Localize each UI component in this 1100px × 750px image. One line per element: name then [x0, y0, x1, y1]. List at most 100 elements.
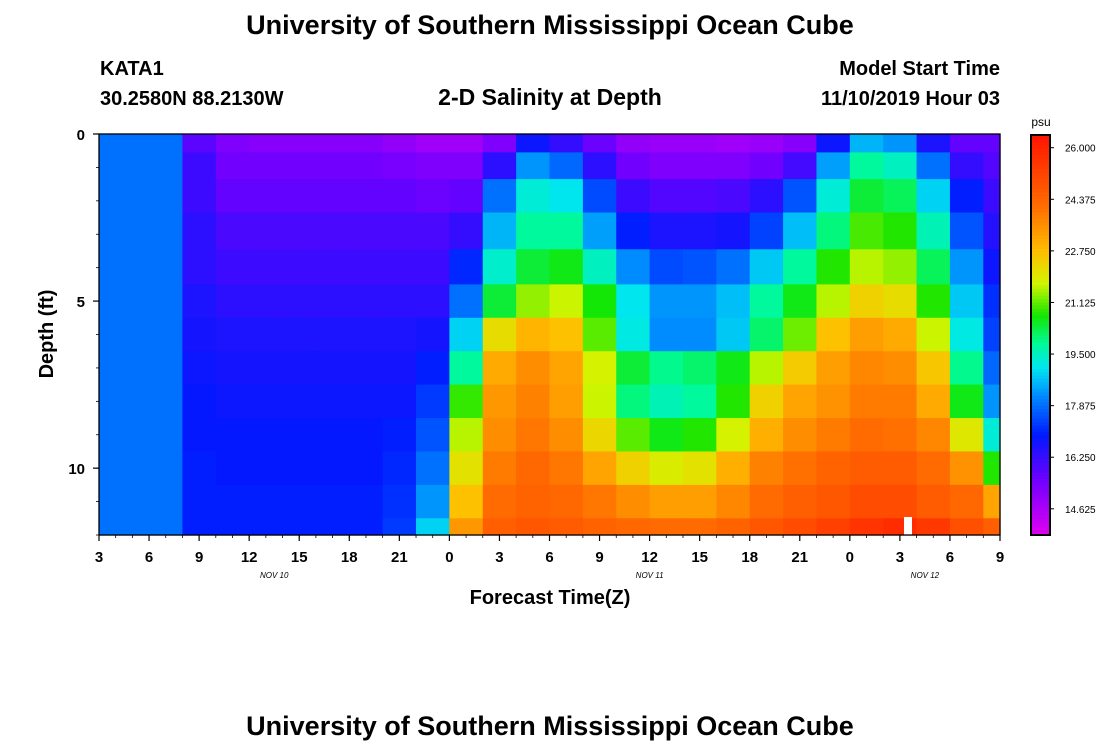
heatmap-cell [783, 249, 818, 285]
heatmap-cell [215, 518, 250, 536]
heatmap-cell [716, 451, 751, 486]
heatmap-cell [416, 484, 450, 519]
heatmap-cell [249, 484, 284, 519]
colorbar-segment [1031, 448, 1050, 453]
heatmap-cell [582, 179, 617, 214]
heatmap-cell [983, 212, 1001, 250]
heatmap-cell [182, 317, 217, 352]
heatmap-cell [849, 418, 884, 453]
heatmap-cell [416, 134, 450, 153]
colorbar-segment [1031, 405, 1050, 409]
colorbar-segment [1031, 271, 1050, 276]
heatmap-cell [582, 518, 617, 536]
heatmap-cell [549, 134, 584, 153]
heatmap-cell [849, 484, 884, 519]
x-tick-label: 15 [291, 549, 308, 566]
colorbar-segment [1031, 388, 1050, 393]
date-label: NOV 12 [911, 571, 940, 580]
heatmap-cell [416, 152, 450, 180]
heatmap-cell [849, 384, 884, 419]
heatmap-cell [182, 384, 217, 419]
colorbar-segment [1031, 288, 1050, 293]
heatmap-cell [249, 284, 284, 319]
heatmap-cell [115, 484, 150, 519]
heatmap-cell [949, 317, 984, 352]
colorbar-segment [1031, 165, 1050, 169]
heatmap-cell [682, 351, 717, 386]
heatmap-cell [382, 418, 417, 453]
heatmap-cell [883, 384, 918, 419]
heatmap-cell [749, 284, 784, 319]
colorbar-segment [1031, 318, 1050, 323]
x-tick-label: 9 [996, 549, 1004, 566]
heatmap-cell [816, 317, 851, 352]
heatmap-cell [649, 179, 684, 214]
colorbar-segment [1031, 435, 1050, 439]
colorbar-segment [1031, 408, 1050, 413]
station-id: KATA1 [100, 58, 164, 80]
heatmap-cell [516, 484, 551, 519]
heatmap-cell [416, 418, 450, 453]
heatmap-cell [716, 384, 751, 419]
heatmap-cell [115, 134, 150, 153]
heatmap-cell [749, 351, 784, 386]
heatmap-cell [649, 317, 684, 352]
colorbar-segment [1031, 245, 1050, 249]
colorbar-segment [1031, 401, 1050, 406]
colorbar-tick-label: 17.875 [1065, 402, 1096, 413]
heatmap-cell [716, 418, 751, 453]
colorbar-segment [1031, 145, 1050, 149]
heatmap-cell [416, 317, 450, 352]
heatmap-cell [849, 451, 884, 486]
colorbar-segment [1031, 395, 1050, 399]
heatmap-cell [282, 317, 317, 352]
colorbar-segment [1031, 531, 1050, 536]
heatmap-cell [949, 484, 984, 519]
colorbar-segment [1031, 185, 1050, 189]
heatmap-cell [883, 451, 918, 486]
heatmap-cell [349, 518, 384, 536]
heatmap-cell [716, 317, 751, 352]
heatmap-cell [549, 212, 584, 250]
x-tick-label: 18 [741, 549, 758, 566]
y-axis-label: Depth (ft) [36, 290, 58, 379]
heatmap-cell [449, 351, 484, 386]
colorbar-segment [1031, 298, 1050, 303]
heatmap-cell [315, 317, 350, 352]
colorbar-segment [1031, 501, 1050, 506]
heatmap-cell [349, 484, 384, 519]
heatmap-cell [99, 134, 117, 153]
colorbar-segment [1031, 285, 1050, 289]
colorbar-segment [1031, 465, 1050, 469]
colorbar-segment [1031, 491, 1050, 496]
heatmap-cell [115, 284, 150, 319]
heatmap-cell [916, 249, 951, 285]
colorbar-segment [1031, 321, 1050, 326]
colorbar-segment [1031, 348, 1050, 353]
heatmap-cell [349, 451, 384, 486]
heatmap-cell [983, 484, 1001, 519]
colorbar-segment [1031, 281, 1050, 286]
heatmap-cell [949, 249, 984, 285]
heatmap-cell [916, 317, 951, 352]
heatmap-cell [349, 284, 384, 319]
heatmap-cell [282, 484, 317, 519]
colorbar-segment [1031, 341, 1050, 346]
y-tick-label: 10 [68, 461, 85, 478]
heatmap-cell [549, 484, 584, 519]
heatmap-cell [616, 418, 651, 453]
heatmap-cell [482, 384, 517, 419]
heatmap-cell [115, 384, 150, 419]
heatmap-cell [149, 351, 184, 386]
heatmap-cell [149, 418, 184, 453]
colorbar-segment [1031, 211, 1050, 216]
heatmap-cell [149, 518, 184, 536]
colorbar-segment [1031, 235, 1050, 239]
heatmap-cell [149, 384, 184, 419]
colorbar-segment [1031, 358, 1050, 363]
colorbar-segment [1031, 338, 1050, 343]
colorbar-segment [1031, 181, 1050, 186]
heatmap-cell [983, 249, 1001, 285]
heatmap-cell [949, 134, 984, 153]
heatmap-cell [616, 284, 651, 319]
